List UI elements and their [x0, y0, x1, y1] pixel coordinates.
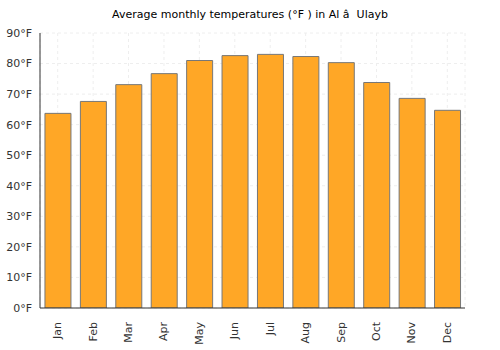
svg-text:60°F: 60°F	[8, 119, 32, 132]
svg-text:70°F: 70°F	[8, 88, 32, 101]
svg-text:May: May	[193, 322, 206, 345]
svg-text:Jun: Jun	[228, 322, 241, 340]
svg-text:Oct: Oct	[370, 321, 383, 341]
html-text:Average monthly temperatures (: Average monthly temperatures (°F ) in Al…	[112, 8, 388, 21]
svg-text:Sep: Sep	[335, 322, 348, 343]
svg-text:Aug: Aug	[299, 322, 312, 343]
svg-text:Nov: Nov	[405, 322, 418, 344]
svg-text:Apr: Apr	[157, 322, 170, 342]
svg-text:Feb: Feb	[87, 322, 100, 341]
svg-text:50°F: 50°F	[8, 149, 32, 162]
svg-text:20°F: 20°F	[8, 241, 32, 254]
svg-text:40°F: 40°F	[8, 180, 32, 193]
svg-text:80°F: 80°F	[8, 57, 32, 70]
svg-text:10°F: 10°F	[8, 271, 32, 284]
svg-text:90°F: 90°F	[8, 27, 32, 40]
svg-text:Mar: Mar	[122, 322, 135, 343]
svg-text:Jan: Jan	[51, 322, 64, 340]
svg-text:0°F: 0°F	[13, 302, 32, 315]
svg-text:30°F: 30°F	[8, 210, 32, 223]
svg-text:Dec: Dec	[441, 322, 454, 343]
svg-text:Jul: Jul	[264, 322, 277, 336]
